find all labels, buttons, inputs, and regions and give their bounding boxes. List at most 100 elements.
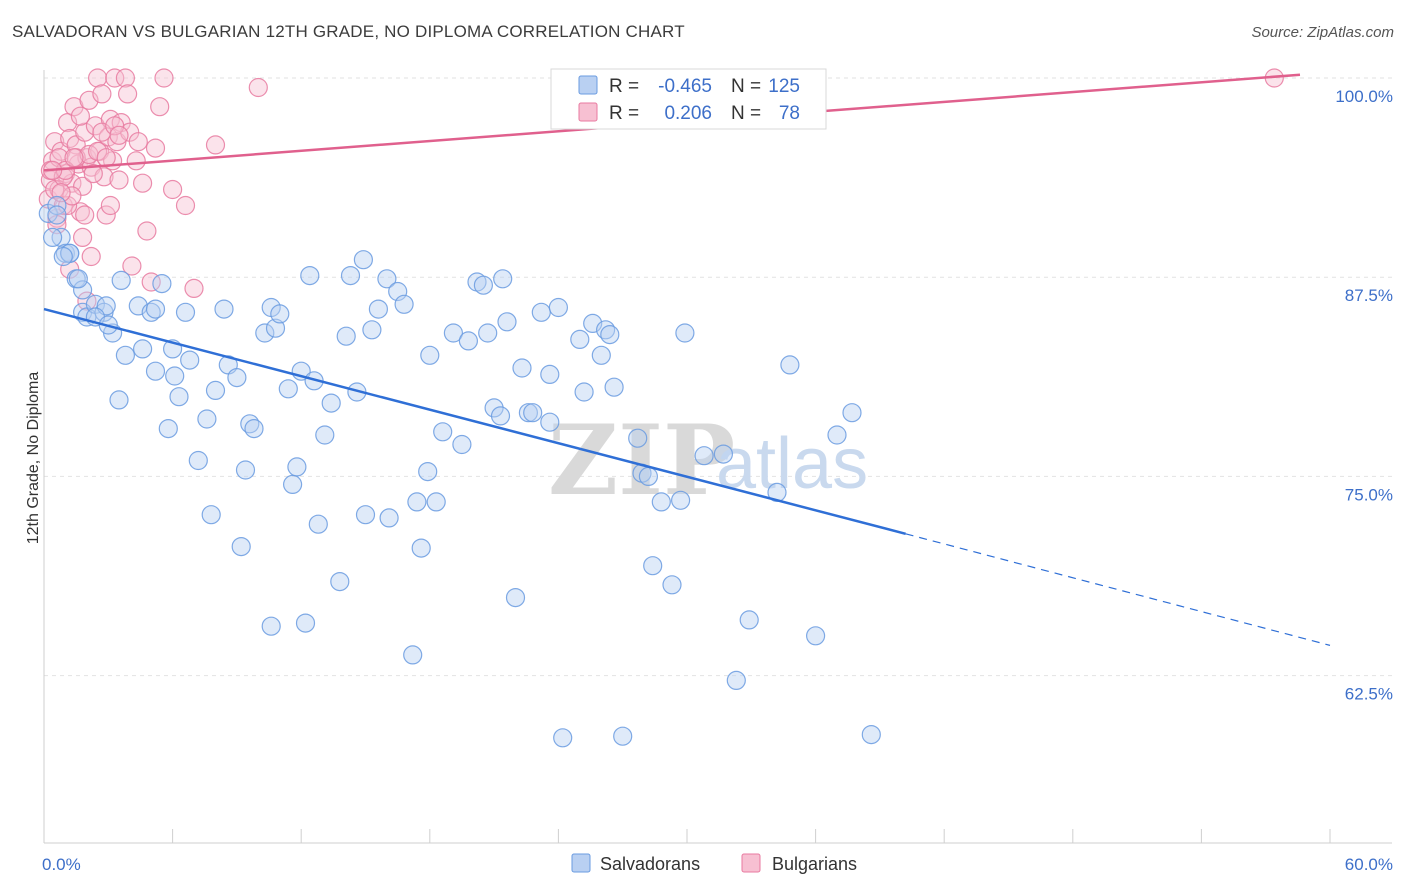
- salvadoran-point: [152, 274, 172, 294]
- salvadoran-point: [651, 492, 671, 512]
- watermark-zip: ZIP: [548, 404, 735, 517]
- chart-title: SALVADORAN VS BULGARIAN 12TH GRADE, NO D…: [12, 22, 685, 41]
- salvadoran-point: [165, 366, 185, 386]
- series-bulgarians: [38, 68, 1284, 311]
- salvadoran-point: [403, 645, 423, 665]
- salvadoran-point: [861, 724, 881, 745]
- bulgarian-point: [137, 221, 157, 241]
- salvadoran-point: [47, 205, 67, 225]
- salvadoran-point: [336, 326, 356, 346]
- salvadoran-point: [379, 508, 399, 528]
- salvadoran-point: [553, 728, 573, 748]
- series-salvadorans: [38, 195, 881, 748]
- salvadoran-point: [490, 406, 511, 426]
- legend-n-value-salvadorans: 125: [768, 76, 800, 97]
- legend-swatch-salvadorans: [578, 75, 598, 95]
- source-credit: Source: ZipAtlas.com: [1251, 24, 1394, 41]
- y-tick-label: 62.5%: [1345, 685, 1393, 704]
- bulgarian-point: [100, 195, 121, 216]
- y-tick-label: 75.0%: [1345, 485, 1393, 504]
- legend-bottom-swatch-salvadorans: [571, 853, 591, 873]
- bulgarian-point: [105, 68, 125, 88]
- salvadoran-point: [478, 323, 498, 343]
- bulgarian-point: [75, 122, 95, 142]
- bulgarian-point: [175, 195, 196, 216]
- salvadoran-point: [613, 726, 633, 746]
- legend-n-value-bulgarians: 78: [779, 103, 800, 124]
- salvadoran-point: [540, 412, 560, 432]
- bulgarian-point: [70, 106, 91, 126]
- salvadoran-point: [484, 398, 504, 418]
- salvadoran-point: [158, 419, 178, 439]
- salvadoran-point: [321, 393, 341, 413]
- salvadoran-point: [458, 331, 478, 351]
- salvadoran-point: [205, 380, 226, 400]
- salvadoran-point: [300, 266, 320, 286]
- bulgarian-point: [75, 205, 95, 225]
- bulgarian-point: [51, 183, 71, 203]
- bulgarian-point: [87, 68, 108, 88]
- salvadoran-point: [362, 320, 382, 340]
- salvadoran-point: [638, 466, 659, 486]
- bulgarian-point: [81, 246, 101, 267]
- bulgarian-point: [92, 84, 112, 104]
- salvadoran-point: [244, 419, 264, 439]
- grid-lines: [44, 77, 1392, 677]
- legend-r-value-salvadorans: -0.465: [658, 76, 712, 97]
- salvadoran-point: [505, 587, 526, 608]
- bulgarian-point: [45, 132, 65, 152]
- salvadoran-point: [628, 428, 648, 448]
- bulgarian-point: [72, 176, 93, 196]
- bulgarian-point: [150, 97, 170, 117]
- salvadoran-point: [42, 227, 63, 247]
- salvadoran-point: [308, 514, 328, 534]
- salvadoran-point: [68, 269, 88, 289]
- salvadoran-point: [726, 670, 746, 691]
- bulgarian-point: [83, 164, 103, 184]
- bulgarian-point: [62, 186, 82, 206]
- salvadoran-point: [227, 368, 247, 388]
- salvadoran-point: [574, 382, 594, 402]
- legend-r-label-bulgarians: R =: [609, 103, 639, 124]
- legend-r-value-bulgarians: 0.206: [664, 103, 712, 124]
- salvadoran-point: [214, 299, 234, 319]
- x-tick-label-min: 0.0%: [42, 855, 81, 874]
- salvadoran-point: [531, 302, 551, 322]
- bulgarian-point: [115, 68, 136, 88]
- salvadoran-point: [175, 302, 196, 322]
- salvadoran-point: [548, 297, 569, 318]
- salvadoran-point: [55, 243, 76, 263]
- trend-lines: [43, 73, 1331, 646]
- y-axis-label: 12th Grade, No Diploma: [25, 372, 42, 545]
- bulgarian-point: [154, 68, 174, 88]
- salvadoran-point: [109, 390, 129, 410]
- salvadoran-point: [111, 270, 131, 290]
- legend-n-label-salvadorans: N =: [731, 76, 761, 97]
- salvadoran-point: [115, 345, 136, 365]
- salvadoran-point: [330, 571, 350, 592]
- y-tick-label: 100.0%: [1335, 87, 1393, 106]
- salvadoran-point: [368, 299, 388, 319]
- salvadoran-point: [426, 492, 446, 512]
- salvadoran-point: [570, 329, 590, 349]
- legend-swatch-bulgarians: [578, 102, 598, 122]
- salvadoran-point: [265, 318, 286, 338]
- salvadoran-point: [452, 434, 472, 455]
- bulgarian-point: [122, 256, 142, 276]
- y-tick-label: 87.5%: [1345, 286, 1393, 305]
- salvadoran-point: [255, 323, 275, 343]
- bulgarian-point: [94, 167, 114, 187]
- salvadoran-point: [780, 355, 800, 375]
- legend-bottom-label-bulgarians: Bulgarians: [772, 854, 857, 874]
- salvadoran-point: [443, 323, 463, 343]
- bulgarian-point: [205, 135, 226, 155]
- salvadoran-point: [315, 425, 335, 445]
- legend-n-label-bulgarians: N =: [731, 103, 761, 124]
- salvadoran-point: [72, 280, 93, 300]
- salvadoran-point: [675, 323, 695, 343]
- salvadoran-point: [278, 379, 298, 399]
- bulgarian-point: [184, 278, 204, 298]
- salvadoran-point: [670, 490, 691, 510]
- bulgarian-point: [64, 148, 84, 168]
- bulgarian-point: [72, 227, 93, 247]
